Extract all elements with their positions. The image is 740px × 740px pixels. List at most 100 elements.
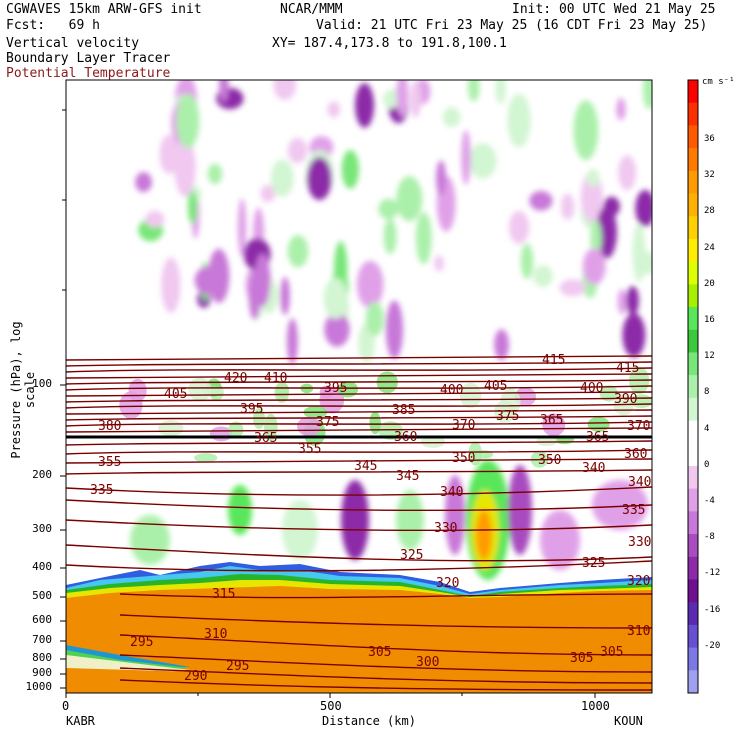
velocity-patch — [396, 80, 409, 117]
velocity-patch — [582, 248, 606, 285]
theta-contour — [66, 458, 652, 464]
velocity-patch — [626, 286, 639, 316]
plot-frame — [65, 79, 653, 694]
colorbar-swatch — [688, 397, 698, 422]
velocity-patch — [459, 382, 482, 409]
colorbar-swatch — [688, 102, 698, 126]
theta-contour — [66, 415, 652, 421]
theta-label: 325 — [582, 556, 605, 571]
theta-contour — [66, 403, 652, 409]
velocity-patch — [559, 279, 586, 297]
cross-section-endpoints: XY= 187.4,173.8 to 191.8,100.1 — [272, 36, 507, 51]
velocity-patch — [270, 159, 294, 197]
theta-label: 345 — [354, 459, 377, 474]
y-tick-500: 500 — [32, 589, 52, 602]
theta-label: 360 — [394, 430, 417, 445]
colorbar-swatch — [688, 193, 698, 217]
theta-label: 400 — [580, 381, 603, 396]
velocity-patch — [500, 388, 521, 416]
velocity-patch — [287, 235, 309, 268]
theta-contour — [66, 379, 652, 385]
field-vertical-velocity: Vertical velocity — [6, 36, 140, 51]
colorbar-label: 28 — [704, 206, 715, 217]
colorbar-swatch — [688, 125, 698, 149]
theta-label: 355 — [98, 455, 121, 470]
velocity-patch — [378, 421, 403, 440]
velocity-patch — [383, 218, 397, 255]
velocity-patch — [495, 80, 506, 104]
velocity-patch — [341, 149, 359, 189]
colorbar-label: 8 — [704, 387, 710, 398]
colorbar-swatch — [688, 284, 698, 308]
theta-contour — [119, 667, 652, 684]
colorbar-label: 0 — [704, 459, 710, 470]
velocity-patch — [260, 184, 276, 203]
velocity-patch — [161, 257, 181, 314]
y-tick-1000: 1000 — [25, 680, 53, 693]
theta-label: 390 — [614, 392, 637, 407]
colorbar-label: 32 — [704, 170, 715, 181]
velocity-patch — [354, 83, 375, 128]
velocity-patch — [599, 385, 618, 402]
colorbar-swatch — [688, 352, 698, 376]
theta-contour — [66, 560, 652, 572]
velocity-patch — [287, 137, 308, 164]
theta-label: 310 — [627, 624, 650, 639]
theta-label: 360 — [624, 447, 647, 462]
theta-label: 405 — [484, 379, 507, 394]
theta-contour — [66, 499, 652, 512]
theta-label: 300 — [416, 655, 439, 670]
theta-label: 325 — [400, 548, 423, 563]
theta-contour — [66, 469, 652, 475]
velocity-patch — [415, 211, 432, 265]
velocity-patch — [542, 413, 566, 437]
colorbar-label: -16 — [704, 604, 721, 615]
theta-label: 340 — [582, 461, 605, 476]
theta-label: 320 — [627, 574, 650, 589]
y-tick-400: 400 — [32, 560, 52, 573]
colorbar-swatch — [688, 647, 698, 671]
colorbar-swatch — [688, 216, 698, 240]
velocity-patch — [194, 453, 218, 463]
theta-label: 420 — [224, 371, 247, 386]
theta-label: 365 — [254, 431, 277, 446]
theta-label: 415 — [616, 361, 639, 376]
theta-label: 345 — [396, 469, 419, 484]
y-tick-700: 700 — [32, 633, 52, 646]
theta-label: 385 — [392, 403, 415, 418]
velocity-patch — [533, 265, 553, 288]
vertical-velocity-shading — [135, 80, 652, 365]
velocity-patch — [442, 107, 461, 128]
theta-contour — [66, 409, 652, 415]
colorbar-swatch — [688, 511, 698, 535]
theta-label: 395 — [240, 402, 263, 417]
theta-label: 375 — [316, 415, 339, 430]
theta-label: 315 — [212, 587, 235, 602]
velocity-patch — [507, 93, 531, 148]
theta-label: 330 — [628, 535, 651, 550]
velocity-patch — [383, 89, 401, 109]
velocity-patch — [468, 143, 497, 179]
field-potential-temperature: Potential Temperature — [6, 66, 171, 81]
theta-labels: 420 415 410 415 405 400 405 395 400 395 390 385 380 3… — [90, 353, 651, 684]
velocity-patch — [632, 224, 646, 282]
forecast-hour: Fcst: 69 h — [6, 18, 100, 33]
velocity-patch — [617, 289, 628, 315]
colorbar-label: 16 — [704, 315, 715, 325]
velocity-patch — [159, 134, 179, 174]
boundary-layer-tracer-fill — [66, 562, 652, 693]
colorbar-label: -20 — [704, 640, 721, 651]
left-endpoint-station: KABR — [66, 714, 95, 728]
velocity-patch — [254, 253, 271, 307]
colorbar-label: 20 — [704, 278, 715, 289]
colorbar-label: -4 — [704, 496, 715, 506]
velocity-patch — [436, 160, 446, 197]
colorbar-swatch — [688, 307, 698, 331]
colorbar-label: -8 — [704, 532, 715, 543]
velocity-patch — [434, 255, 445, 272]
theta-contour — [66, 421, 652, 427]
velocity-patch — [327, 101, 341, 118]
theta-label: 295 — [226, 659, 249, 674]
velocity-patch — [420, 435, 446, 448]
theta-label: 380 — [98, 419, 121, 434]
